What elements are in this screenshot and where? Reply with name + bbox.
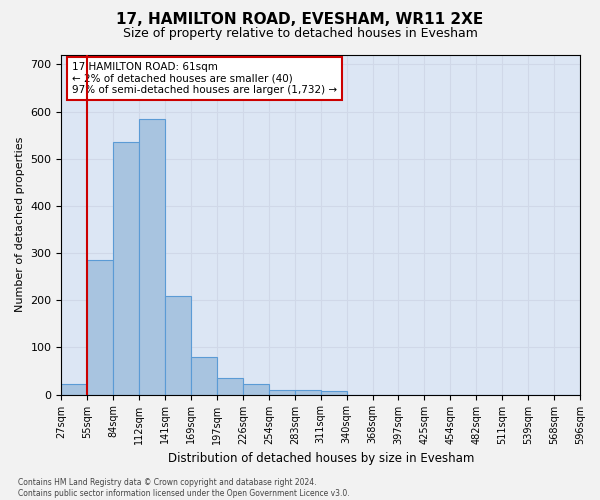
- Bar: [88, 260, 113, 394]
- Bar: [243, 384, 269, 394]
- X-axis label: Distribution of detached houses by size in Evesham: Distribution of detached houses by size …: [167, 452, 474, 465]
- Bar: [217, 378, 243, 394]
- Bar: [113, 142, 139, 394]
- Text: 17, HAMILTON ROAD, EVESHAM, WR11 2XE: 17, HAMILTON ROAD, EVESHAM, WR11 2XE: [116, 12, 484, 28]
- Bar: [269, 390, 295, 394]
- Bar: [165, 296, 191, 394]
- Text: Contains HM Land Registry data © Crown copyright and database right 2024.
Contai: Contains HM Land Registry data © Crown c…: [18, 478, 350, 498]
- Bar: [191, 357, 217, 395]
- Bar: [321, 391, 347, 394]
- Bar: [139, 118, 165, 394]
- Bar: [61, 384, 88, 394]
- Y-axis label: Number of detached properties: Number of detached properties: [15, 137, 25, 312]
- Text: 17 HAMILTON ROAD: 61sqm
← 2% of detached houses are smaller (40)
97% of semi-det: 17 HAMILTON ROAD: 61sqm ← 2% of detached…: [72, 62, 337, 95]
- Text: Size of property relative to detached houses in Evesham: Size of property relative to detached ho…: [122, 28, 478, 40]
- Bar: [295, 390, 321, 394]
